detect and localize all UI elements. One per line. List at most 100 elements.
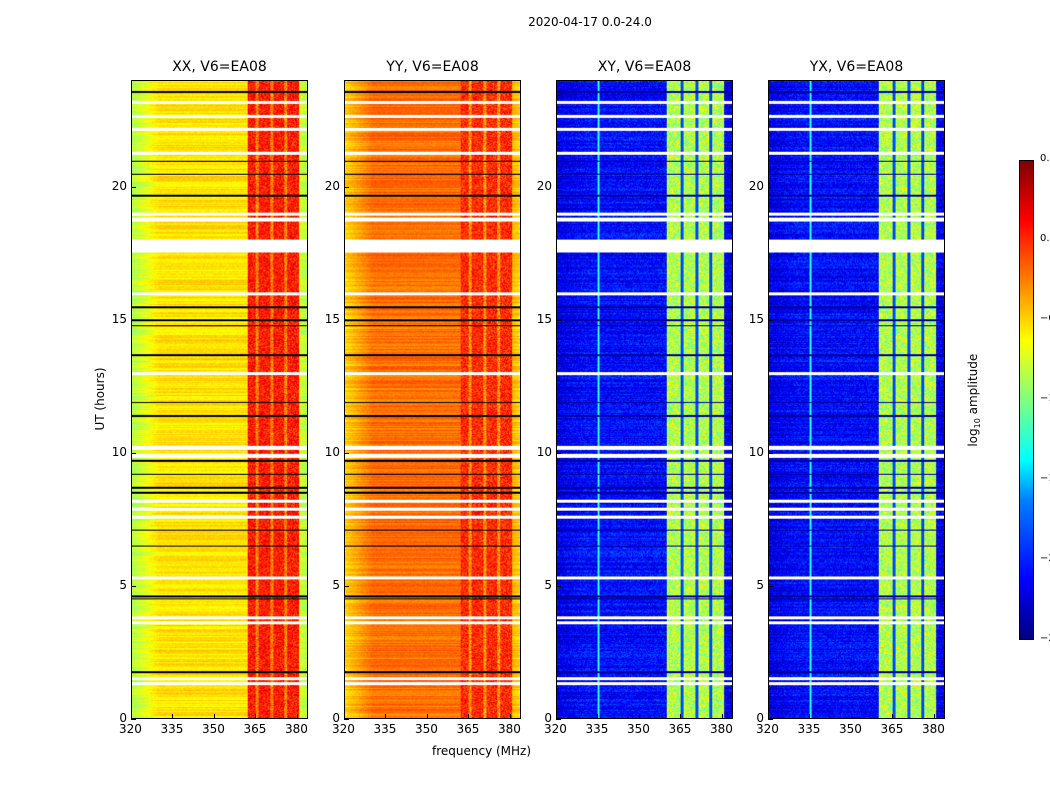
y-tick-label: 20 [324, 178, 340, 193]
heatmap-canvas [132, 81, 307, 718]
heatmap-panel [344, 80, 521, 719]
y-tick-label: 15 [748, 311, 764, 326]
y-tick-mark [768, 452, 773, 454]
heatmap-panel [556, 80, 733, 719]
y-tick-mark [131, 585, 136, 587]
x-tick-label: 365 [668, 722, 692, 736]
x-tick-label: 350 [626, 722, 650, 736]
x-tick-mark [468, 714, 470, 719]
y-tick-label: 0 [119, 711, 127, 725]
x-tick-mark [172, 714, 174, 719]
y-axis-label: UT (hours) [93, 367, 107, 431]
colorbar-tick-label: −2.5 [1040, 633, 1050, 644]
x-tick-mark [255, 714, 257, 719]
colorbar-label: log10 amplitude [966, 350, 982, 450]
x-tick-mark [809, 714, 811, 719]
y-tick-label: 10 [111, 444, 127, 459]
y-tick-label: 15 [536, 311, 552, 326]
y-tick-label: 10 [748, 444, 764, 459]
panel-title: YY, V6=EA08 [386, 59, 479, 75]
y-tick-label: 20 [748, 178, 764, 193]
x-tick-mark [344, 714, 345, 719]
x-axis-label: frequency (MHz) [432, 744, 532, 758]
x-tick-mark [385, 714, 387, 719]
x-tick-mark [509, 714, 511, 719]
x-tick-label: 335 [797, 722, 821, 736]
x-tick-mark [768, 714, 769, 719]
y-tick-mark [768, 585, 773, 587]
x-tick-label: 380 [284, 722, 308, 736]
colorbar [1019, 160, 1034, 640]
y-tick-mark [344, 719, 349, 720]
y-tick-label: 0 [544, 711, 552, 725]
x-tick-label: 335 [373, 722, 397, 736]
y-tick-mark [344, 319, 349, 321]
x-tick-label: 350 [838, 722, 862, 736]
x-tick-label: 320 [756, 722, 779, 736]
colorbar-label-sub: 10 [973, 418, 983, 429]
y-tick-mark [131, 186, 136, 188]
x-tick-mark [638, 714, 640, 719]
colorbar-tick-label: −0.5 [1040, 313, 1050, 324]
x-tick-label: 320 [544, 722, 567, 736]
y-tick-mark [556, 319, 561, 321]
colorbar-tick-label: 0.5 [1040, 153, 1050, 164]
y-tick-label: 5 [332, 577, 340, 592]
y-tick-mark [344, 452, 349, 454]
x-tick-mark [556, 714, 557, 719]
y-tick-mark [768, 319, 773, 321]
panel-title: XY, V6=EA08 [597, 59, 692, 75]
colorbar-label-main: log [965, 428, 980, 447]
x-tick-label: 380 [709, 722, 733, 736]
y-tick-mark [556, 585, 561, 587]
y-tick-mark [768, 186, 773, 188]
heatmap-canvas [557, 81, 732, 718]
y-tick-label: 20 [111, 178, 127, 193]
x-tick-label: 335 [160, 722, 184, 736]
x-tick-mark [597, 714, 599, 719]
x-tick-label: 365 [456, 722, 480, 736]
colorbar-label-rest: amplitude [965, 353, 980, 419]
colorbar-tick-label: 0.0 [1040, 233, 1050, 244]
figure-title: 2020-04-17 0.0-24.0 [528, 15, 652, 29]
x-tick-mark [680, 714, 682, 719]
heatmap-panel [131, 80, 308, 719]
x-tick-label: 335 [585, 722, 609, 736]
panel-title: XX, V6=EA08 [172, 59, 267, 75]
y-tick-mark [768, 719, 773, 720]
y-tick-label: 15 [324, 311, 340, 326]
y-tick-label: 5 [544, 577, 552, 592]
y-tick-label: 5 [756, 577, 764, 592]
x-tick-label: 365 [243, 722, 267, 736]
x-tick-mark [131, 714, 132, 719]
x-tick-label: 380 [921, 722, 945, 736]
y-tick-mark [556, 719, 561, 720]
heatmap-canvas [345, 81, 520, 718]
x-tick-mark [850, 714, 852, 719]
x-tick-mark [296, 714, 298, 719]
x-tick-mark [426, 714, 428, 719]
colorbar-tick-label: −1.5 [1040, 473, 1050, 484]
heatmap-panel [768, 80, 945, 719]
x-tick-label: 320 [332, 722, 355, 736]
colorbar-tick-label: −1.0 [1040, 393, 1050, 404]
y-tick-label: 0 [332, 711, 340, 725]
y-tick-label: 20 [536, 178, 552, 193]
x-tick-mark [721, 714, 723, 719]
x-tick-label: 320 [119, 722, 142, 736]
y-tick-label: 0 [756, 711, 764, 725]
x-tick-label: 365 [880, 722, 904, 736]
y-tick-label: 5 [119, 577, 127, 592]
y-tick-mark [556, 186, 561, 188]
heatmap-canvas [769, 81, 944, 718]
y-tick-mark [344, 585, 349, 587]
x-tick-mark [933, 714, 935, 719]
y-tick-mark [131, 719, 136, 720]
x-tick-label: 350 [201, 722, 225, 736]
y-tick-mark [344, 186, 349, 188]
y-tick-label: 10 [536, 444, 552, 459]
x-tick-mark [213, 714, 215, 719]
colorbar-tick-label: −2.0 [1040, 553, 1050, 564]
y-tick-label: 15 [111, 311, 127, 326]
